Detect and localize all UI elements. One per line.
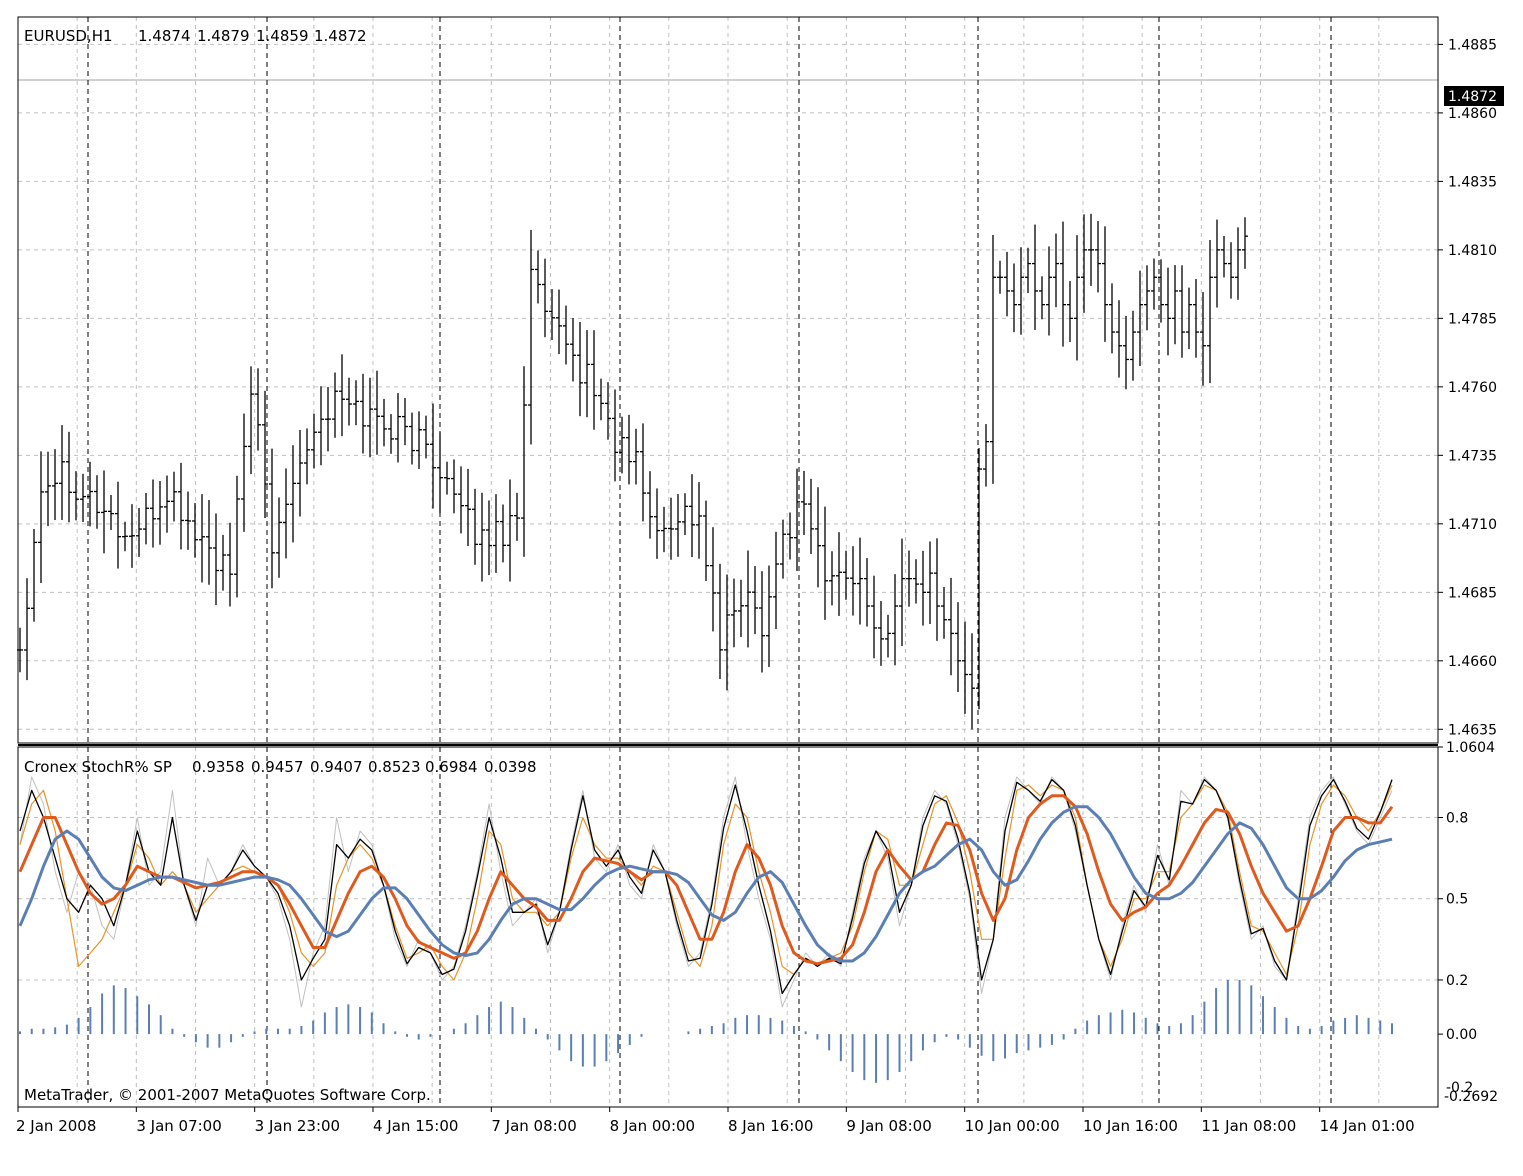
price-axis-label: 1.4810 [1448, 243, 1497, 259]
x-axis-label: 9 Jan 08:00 [846, 1117, 931, 1135]
indicator-header-title: Cronex StochR% SP [24, 758, 172, 776]
indicator-series-line-1 [19, 776, 1393, 1008]
x-axis-label: 10 Jan 16:00 [1083, 1117, 1178, 1135]
indicator-lines [18, 776, 1394, 1008]
price-axis-label: 1.4660 [1448, 654, 1497, 670]
indicator-axis-label: 0.8 [1446, 811, 1468, 827]
indicator-header-value-4: 0.8523 [368, 758, 421, 776]
x-axis-label: 3 Jan 07:00 [136, 1117, 221, 1135]
indicator-axis-label: 0.2 [1446, 973, 1468, 989]
price-header-low: 1.4859 [256, 27, 309, 45]
price-axis-label: 1.4885 [1448, 37, 1497, 53]
indicator-axis-label: 1.0604 [1446, 740, 1495, 756]
price-header-open: 1.4874 [138, 27, 191, 45]
day-separators [87, 17, 1332, 1107]
price-axis-label: 1.4635 [1448, 722, 1497, 738]
x-axis-label: 11 Jan 08:00 [1201, 1117, 1296, 1135]
axis-labels: 1.4885 1.4860 1.4835 1.4810 1.4785 1.4760 1.47… [16, 37, 1497, 1135]
price-axis-label: 1.4710 [1448, 517, 1497, 533]
indicator-series-line-5 [18, 805, 1393, 963]
price-panel-frame [17, 16, 1439, 744]
indicator-bottom-label-2: -0.2692 [1444, 1089, 1498, 1105]
x-axis-label: 7 Jan 08:00 [491, 1117, 576, 1135]
indicator-header-value-2: 0.9457 [251, 758, 304, 776]
indicator-header-value-6: 0.0398 [484, 758, 537, 776]
price-header-close: 1.4872 [314, 27, 367, 45]
price-axis-label: 1.4760 [1448, 380, 1497, 396]
indicator-header-value-1: 0.9358 [192, 758, 245, 776]
indicator-bottom-label-1: -0.2 [1446, 1080, 1473, 1096]
price-axis-label: 1.4835 [1448, 174, 1497, 190]
x-axis-label: 2 Jan 2008 [16, 1117, 96, 1135]
price-bars [17, 213, 1248, 730]
x-axis-label: 8 Jan 16:00 [728, 1117, 813, 1135]
x-axis-label: 14 Jan 01:00 [1320, 1117, 1415, 1135]
current-price-label: 1.4872 [1448, 89, 1497, 105]
x-axis-label: 4 Jan 15:00 [373, 1117, 458, 1135]
x-axis-label: 8 Jan 00:00 [610, 1117, 695, 1135]
price-axis-label: 1.4735 [1448, 448, 1497, 464]
indicator-histogram [19, 979, 1393, 1083]
indicator-series-line-3 [19, 778, 1393, 995]
price-axis-label: 1.4685 [1448, 585, 1497, 601]
indicator-header-value-3: 0.9407 [310, 758, 363, 776]
current-price-box [1444, 86, 1504, 106]
indicator-axis-label: 0.00 [1446, 1027, 1477, 1043]
watermark: MetaTrader, © 2001-2007 MetaQuotes Softw… [24, 1086, 431, 1104]
price-header-symbol: EURUSD,H1 [24, 27, 113, 45]
indicator-series-line-4 [18, 794, 1394, 966]
x-axis-label: 3 Jan 23:00 [255, 1117, 340, 1135]
indicator-header-value-5: 0.6984 [425, 758, 478, 776]
x-axis-label: 10 Jan 00:00 [965, 1117, 1060, 1135]
price-axis-label: 1.4860 [1448, 106, 1497, 122]
price-axis-label: 1.4785 [1448, 311, 1497, 327]
indicator-series-line-2 [19, 784, 1393, 981]
grid-lines [18, 17, 1438, 1107]
price-header-high: 1.4879 [197, 27, 250, 45]
indicator-axis-label: 0.5 [1446, 892, 1468, 908]
